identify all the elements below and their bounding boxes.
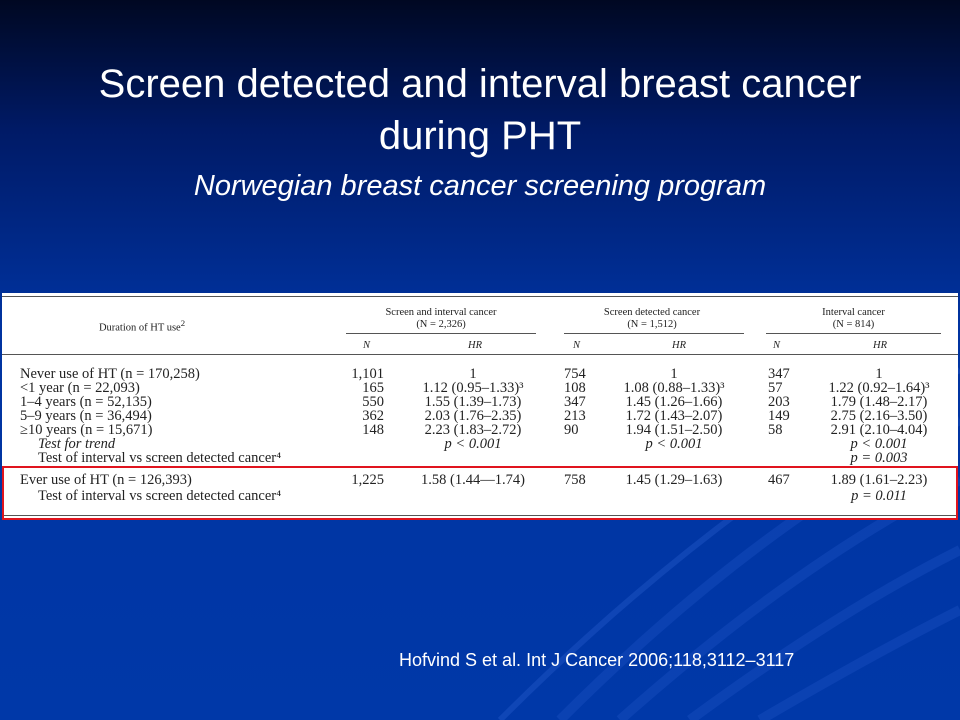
table-cell: 148: [362, 422, 384, 438]
table-cell: p < 0.001: [645, 436, 703, 452]
table-cell: 347: [768, 366, 790, 382]
table-cell: 203: [768, 394, 790, 410]
table-row: Ever use of HT (n = 126,393) 1,225 1.58 (1…: [2, 473, 958, 488]
group-rule: [766, 333, 941, 334]
table-cell: 58: [768, 422, 783, 438]
table-cell: 362: [362, 408, 384, 424]
table-cell: 1.45 (1.29–1.63): [625, 472, 723, 488]
table-cell: 1.12 (0.95–1.33)³: [422, 380, 524, 396]
table-top-rule: [2, 296, 958, 297]
row-label: 5–9 years (n = 36,494): [20, 408, 152, 424]
table-cell: 550: [362, 394, 384, 410]
col-header-hr: HR: [672, 340, 686, 351]
table-cell: 1: [875, 366, 883, 382]
table-cell: p = 0.011: [851, 488, 907, 504]
table-row: ≥10 years (n = 15,671) 148 2.23 (1.83–2.72…: [2, 423, 958, 438]
table-cell: p < 0.001: [850, 436, 908, 452]
table-cell: 2.03 (1.76–2.35): [424, 408, 522, 424]
table-cell: 165: [362, 380, 384, 396]
table-row: Test of interval vs screen detected canc…: [2, 451, 958, 466]
table-row: 1–4 years (n = 52,135) 550 1.55 (1.39–1.73…: [2, 395, 958, 410]
group-header-interval: Interval cancer (N = 814): [766, 307, 941, 331]
row-label: Ever use of HT (n = 126,393): [20, 472, 192, 488]
table-cell: 467: [768, 472, 790, 488]
col-header-n: N: [773, 340, 781, 351]
table-cell: 754: [564, 366, 586, 382]
group-rule: [346, 333, 536, 334]
table-cell: 1.58 (1.44—1.74): [421, 472, 525, 488]
row-label: Test for trend: [38, 436, 116, 452]
table-row: 5–9 years (n = 36,494) 362 2.03 (1.76–2.35…: [2, 409, 958, 424]
table-row: Test for trend p < 0.001 p < 0.001 p < 0.00…: [2, 437, 958, 452]
table-bottom-rule: [2, 515, 958, 516]
group-total: (N = 1,512): [627, 319, 677, 330]
table-row: Test of interval vs screen detected canc…: [2, 489, 958, 504]
col-header-n: N: [363, 340, 371, 351]
table-cell: 1.89 (1.61–2.23): [830, 472, 928, 488]
table-cell: 2.23 (1.83–2.72): [424, 422, 522, 438]
table-cell: 1: [469, 366, 477, 382]
row-label: Never use of HT (n = 170,258): [20, 366, 200, 382]
row-label: 1–4 years (n = 52,135): [20, 394, 152, 410]
table-cell: 2.75 (2.16–3.50): [830, 408, 928, 424]
group-total: (N = 814): [832, 319, 875, 330]
slide-title: Screen detected and interval breast canc…: [98, 62, 862, 158]
slide-subtitle: Norwegian breast cancer screening progra…: [193, 170, 767, 202]
col-header-hr: HR: [468, 340, 482, 351]
citation: Hofvind S et al. Int J Cancer 2006;118,3…: [399, 650, 795, 670]
highlight-box: [2, 466, 958, 520]
group-total: (N = 2,326): [416, 319, 466, 330]
row-label: ≥10 years (n = 15,671): [20, 422, 153, 438]
table-cell: 1: [670, 366, 678, 382]
group-header-screen-detected: Screen detected cancer (N = 1,512): [562, 307, 742, 331]
stub-header-sup: 2: [180, 318, 186, 328]
table-cell: 1,101: [351, 366, 384, 382]
table-row: Never use of HT (n = 170,258) 1,101 1 754 1 3…: [2, 367, 958, 382]
results-table: Duration of HT use2 Screen and interval …: [2, 293, 958, 520]
table-cell: 1.94 (1.51–2.50): [625, 422, 723, 438]
table-cell: 1,225: [351, 472, 384, 488]
table-row: <1 year (n = 22,093) 165 1.12 (0.95–1.33)³…: [2, 381, 958, 396]
stub-header: Duration of HT use2: [42, 317, 242, 335]
table-cell: 213: [564, 408, 586, 424]
group-header-screen-interval: Screen and interval cancer (N = 2,326): [346, 307, 536, 331]
row-label: Test of interval vs screen detected canc…: [38, 488, 282, 504]
group-title: Screen detected cancer: [603, 307, 701, 318]
table-cell: 758: [564, 472, 586, 488]
header-bottom-rule: [2, 354, 958, 355]
row-label: <1 year (n = 22,093): [20, 380, 140, 396]
stub-header-text: Duration of HT use: [98, 322, 181, 334]
table-cell: 57: [768, 380, 783, 396]
table-cell: 2.91 (2.10–4.04): [830, 422, 928, 438]
row-label: Test of interval vs screen detected canc…: [38, 450, 282, 466]
col-header-n: N: [573, 340, 581, 351]
table-cell: 1.08 (0.88–1.33)³: [623, 380, 725, 396]
group-title: Screen and interval cancer: [385, 307, 497, 318]
table-cell: 108: [564, 380, 586, 396]
table-cell: 90: [564, 422, 579, 438]
col-header-hr: HR: [873, 340, 887, 351]
table-cell: p = 0.003: [850, 450, 908, 466]
table-cell: 1.22 (0.92–1.64)³: [828, 380, 930, 396]
title-block: Screen detected and interval breast canc…: [0, 58, 960, 206]
group-title: Interval cancer: [822, 307, 885, 318]
table-cell: 1.55 (1.39–1.73): [424, 394, 522, 410]
table-cell: 1.79 (1.48–2.17): [830, 394, 928, 410]
table-cell: 1.72 (1.43–2.07): [625, 408, 723, 424]
table-cell: 347: [564, 394, 586, 410]
table-cell: p < 0.001: [444, 436, 502, 452]
group-rule: [564, 333, 744, 334]
table-cell: 1.45 (1.26–1.66): [625, 394, 723, 410]
table-cell: 149: [768, 408, 790, 424]
